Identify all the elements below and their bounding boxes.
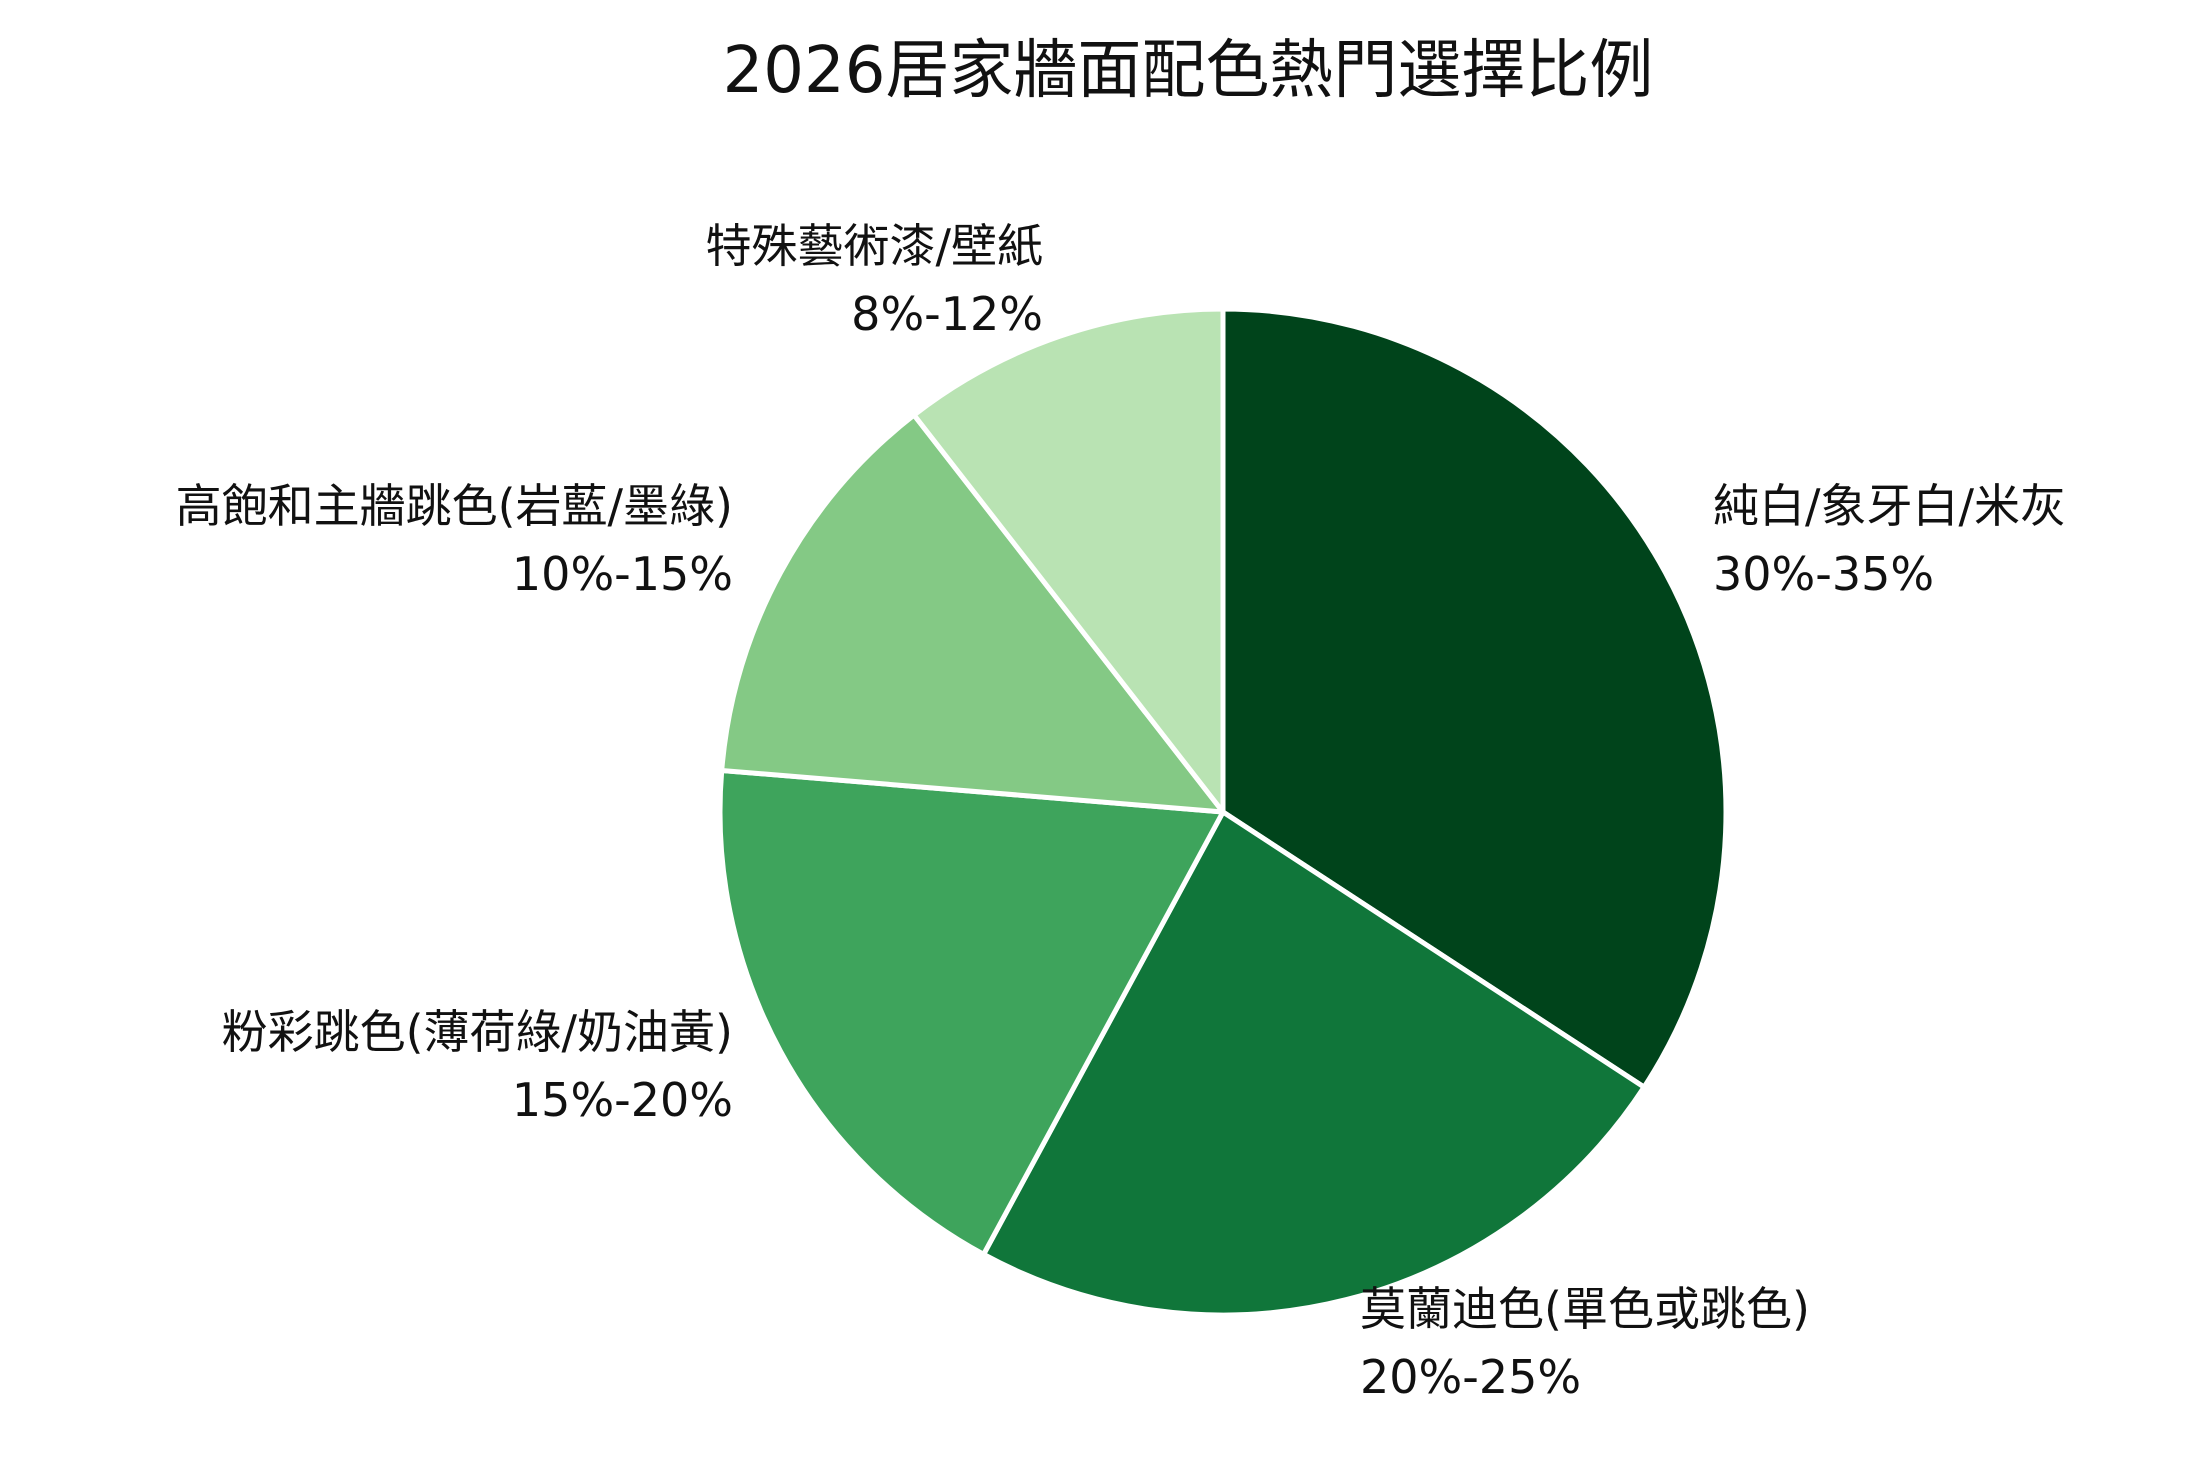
slice-value-label-4: 10%-15% <box>512 547 733 601</box>
pie-slices <box>717 306 1729 1318</box>
slice-label-4: 高飽和主牆跳色(岩藍/墨綠) <box>176 479 733 533</box>
slice-label-1: 純白/象牙白/米灰 <box>1713 479 2066 533</box>
pie-slice-3 <box>717 767 1226 1257</box>
slice-label-2: 莫蘭迪色(單色或跳色) <box>1360 1282 1810 1336</box>
slice-label-3: 粉彩跳色(薄荷綠/奶油黃) <box>222 1005 733 1059</box>
pie-slice-2 <box>981 809 1647 1318</box>
slice-value-label-1: 30%-35% <box>1713 547 1934 601</box>
slice-value-label-2: 20%-25% <box>1360 1350 1581 1404</box>
slice-labels: 純白/象牙白/米灰 30%-35% 莫蘭迪色(單色或跳色) 20%-25% 粉彩跳色(薄… <box>176 219 2066 1404</box>
chart-title: 2026居家牆面配色熱門選擇比例 <box>723 34 1654 108</box>
pie-slice-5 <box>911 306 1226 815</box>
pie-slice-4 <box>719 412 1226 815</box>
slice-value-label-5: 8%-12% <box>851 287 1043 341</box>
slice-label-5: 特殊藝術漆/壁紙 <box>706 219 1044 273</box>
slice-value-label-3: 15%-20% <box>512 1073 733 1127</box>
